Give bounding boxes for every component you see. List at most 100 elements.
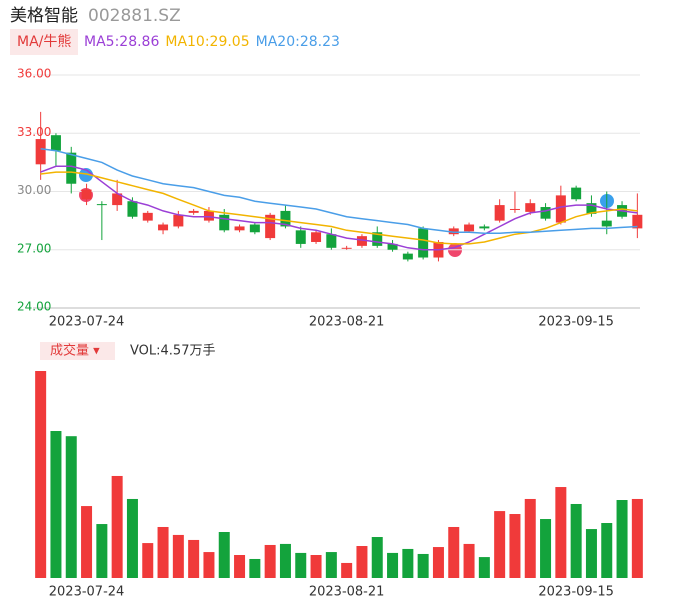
volume-bar [432, 547, 444, 578]
volume-bar [417, 553, 429, 578]
legend-entry: MA10:29.05 [165, 34, 249, 50]
volume-bar [494, 511, 506, 578]
x-tick-label: 2023-09-15 [538, 315, 614, 330]
candle-body [280, 210, 291, 227]
volume-bar [111, 475, 123, 578]
ma-line [40, 171, 638, 245]
candle-body [402, 253, 413, 260]
candle-body [112, 193, 123, 206]
candle-body [66, 152, 77, 184]
candle-body [326, 234, 337, 248]
volume-bar [126, 498, 138, 578]
x-tick-label: 2023-07-24 [49, 315, 125, 330]
candle-body [586, 203, 597, 214]
candle-body [173, 214, 184, 227]
volume-bar [50, 431, 62, 578]
volume-bar [402, 548, 414, 578]
volume-bar [249, 558, 261, 578]
volume-bar [524, 498, 536, 578]
candle-body [525, 203, 536, 212]
candle-body [142, 212, 153, 221]
volume-bar [448, 526, 460, 578]
volume-bar [310, 555, 322, 578]
candle-body [234, 226, 245, 231]
candle-body [601, 220, 612, 227]
candle-body [35, 139, 46, 165]
volume-bar [463, 543, 475, 578]
candle-body [632, 214, 643, 229]
candle-body [372, 232, 383, 246]
vol-readout: VOL:4.57万手 [130, 344, 215, 359]
y-tick-label: 33.00 [17, 125, 51, 139]
candle-body [448, 228, 459, 235]
volume-bar [172, 534, 184, 578]
x-tick-label: 2023-09-15 [538, 585, 614, 600]
volume-bar [616, 500, 628, 578]
ma-button-bg[interactable] [10, 29, 78, 55]
candle-body [81, 189, 92, 200]
legend-entry: MA5:28.86 [84, 34, 159, 50]
candle-body [127, 201, 138, 217]
volume-bar [203, 552, 215, 578]
ma-line [40, 165, 638, 251]
candle-body [540, 207, 551, 219]
volume-bar [555, 487, 567, 578]
candle-body [418, 228, 429, 258]
candle-body [249, 224, 260, 233]
candle-body [494, 205, 505, 221]
volume-bar [570, 503, 582, 578]
stock-code: 002881.SZ [88, 6, 181, 26]
candle-body [341, 247, 352, 249]
x-tick-label: 2023-07-24 [49, 585, 125, 600]
stock-name: 美格智能 [10, 6, 78, 26]
candle-body [311, 232, 322, 242]
ma-button[interactable]: MA/牛熊 [17, 34, 71, 50]
candle-body [96, 204, 107, 206]
volume-bar [631, 498, 643, 578]
volume-bar [65, 436, 77, 578]
y-tick-label: 30.00 [17, 183, 51, 197]
x-tick-label: 2023-08-21 [309, 585, 385, 600]
x-tick-label: 2023-08-21 [309, 315, 385, 330]
volume-bar [188, 539, 200, 578]
volume-bar [585, 529, 597, 578]
volume-bar [387, 552, 399, 578]
candle-body [356, 236, 367, 246]
y-tick-label: 24.00 [17, 300, 51, 314]
candle-body [571, 187, 582, 200]
volume-bar [478, 557, 490, 578]
volume-bar [279, 543, 291, 578]
volume-bar [325, 552, 337, 578]
candle-body [158, 224, 169, 231]
volume-bar [264, 544, 276, 578]
candle-body [203, 210, 214, 221]
candle-body [295, 230, 306, 244]
legend-entry: MA20:28.23 [256, 34, 340, 50]
volume-bar [341, 562, 353, 578]
volume-bar [295, 552, 307, 578]
candle-body [188, 210, 199, 213]
volume-bar [157, 526, 169, 578]
volume-bar [218, 532, 230, 578]
candle-body [50, 135, 61, 151]
candle-body [219, 214, 230, 231]
volume-bar [35, 371, 47, 578]
volume-bar [509, 514, 521, 578]
volume-bar [81, 506, 93, 578]
candle-body [265, 214, 276, 239]
volume-bar [96, 524, 108, 578]
vol-button[interactable]: 成交量 ▾ [50, 343, 100, 359]
candle-body [464, 224, 475, 232]
volume-bar [142, 543, 154, 578]
volume-bar [356, 546, 368, 578]
volume-bar [540, 519, 552, 578]
volume-bar [371, 537, 383, 578]
y-tick-label: 27.00 [17, 241, 51, 255]
candle-body [555, 195, 566, 223]
ma-line [40, 148, 638, 234]
y-tick-label: 36.00 [17, 67, 51, 81]
candle-body [479, 226, 490, 229]
vol-button-bg[interactable] [40, 342, 115, 360]
candle-body [509, 208, 520, 210]
